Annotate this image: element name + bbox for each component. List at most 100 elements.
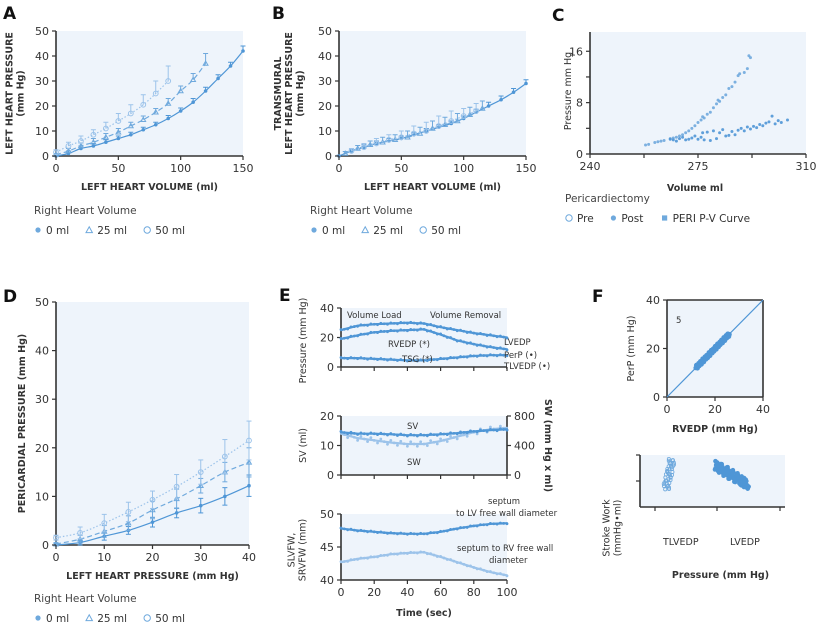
e3-slvfw-point bbox=[412, 532, 416, 536]
x-tick-label: 0 bbox=[664, 403, 671, 416]
y-tick-label: 40 bbox=[320, 574, 334, 587]
scatter-point bbox=[659, 139, 663, 143]
scatter-point bbox=[668, 478, 673, 483]
e1-tlvedp-point bbox=[366, 357, 369, 361]
scatter-point bbox=[724, 93, 728, 97]
e3-srvfw-point bbox=[485, 570, 489, 574]
e1-perp-point bbox=[469, 341, 472, 345]
marker-triangle bbox=[479, 105, 486, 111]
marker-open-circle bbox=[419, 226, 427, 234]
e1-perp-point bbox=[409, 327, 413, 331]
e1-perp-point bbox=[455, 339, 459, 343]
y-right-axis-label-e2: SW (mm Hg x ml) bbox=[542, 399, 553, 492]
y-tick-label: 20 bbox=[35, 442, 49, 455]
plot-area bbox=[339, 31, 526, 156]
y-tick-label: 10 bbox=[318, 125, 332, 138]
e1-perp-point bbox=[439, 332, 442, 336]
e3-slvfw-point bbox=[482, 523, 486, 527]
e3-srvfw-point bbox=[462, 562, 466, 566]
y-axis-label-f2-line: (mmHg•ml) bbox=[613, 500, 624, 557]
panel-label: C bbox=[552, 6, 564, 26]
scatter-point bbox=[764, 121, 768, 125]
e3-srvfw-point bbox=[449, 558, 452, 561]
e3-srvfw-point bbox=[482, 568, 486, 572]
e1-lvedp-point bbox=[376, 323, 379, 327]
e3-srvfw-point bbox=[475, 567, 479, 571]
e1-perp-point bbox=[489, 345, 492, 348]
scatter-point bbox=[718, 99, 722, 103]
scatter-point bbox=[730, 471, 735, 477]
x-tick-label: 40 bbox=[242, 551, 256, 564]
scatter-point bbox=[665, 468, 670, 473]
marker-triangle bbox=[361, 225, 370, 234]
e3-slvfw-point bbox=[452, 527, 456, 531]
e1-perp-point bbox=[399, 328, 403, 332]
scatter-point bbox=[666, 464, 671, 469]
e1-tlvedp-point bbox=[359, 356, 363, 360]
e3-srvfw-point bbox=[435, 555, 439, 558]
e1-perp-point bbox=[372, 330, 376, 334]
e2-sv-point bbox=[406, 434, 409, 438]
y-tick-label: 20 bbox=[320, 332, 334, 345]
e1-tlvedp-point bbox=[482, 354, 486, 357]
marker-open-circle bbox=[149, 496, 156, 503]
marker-triangle bbox=[177, 87, 184, 94]
y-axis-label-line: (mm Hg) bbox=[16, 70, 27, 117]
marker-open-circle bbox=[152, 90, 159, 97]
e3-slvfw-point bbox=[369, 529, 373, 533]
e1-lvedp-point bbox=[495, 335, 499, 339]
e2-sw-point bbox=[465, 434, 469, 438]
x-axis-label: LEFT HEART VOLUME (ml) bbox=[81, 182, 218, 193]
e2-sv-point bbox=[498, 427, 502, 431]
e1-tlvedp-point bbox=[362, 357, 366, 360]
scatter-point bbox=[776, 119, 780, 123]
e2-sv-point bbox=[459, 430, 462, 434]
e1-lvedp-point bbox=[422, 322, 426, 325]
e2-sw-point bbox=[346, 436, 350, 440]
scatter-point bbox=[711, 106, 715, 110]
marker-open-circle bbox=[348, 148, 355, 154]
y-axis-label-e3-line: SRVFW (mm) bbox=[298, 519, 309, 581]
e1-tlvedp-point bbox=[415, 359, 419, 363]
series-50-ml bbox=[348, 103, 480, 154]
e1-lvedp-point bbox=[346, 327, 350, 331]
e1-lvedp-point bbox=[392, 321, 396, 325]
x-tick-label: 40 bbox=[400, 586, 414, 599]
e3-srvfw-point bbox=[359, 556, 363, 560]
e1-tlvedp-point bbox=[435, 358, 439, 362]
e3-srvfw-point bbox=[339, 560, 343, 564]
marker-filled-circle bbox=[524, 81, 528, 86]
scatter-point bbox=[744, 482, 750, 488]
y-tick-label: 0 bbox=[42, 150, 49, 163]
e2-sw-point bbox=[432, 440, 436, 444]
y-tick-label: 50 bbox=[35, 25, 49, 38]
panel-label: E bbox=[279, 286, 291, 306]
scatter-point bbox=[758, 122, 762, 126]
e3-srvfw-point bbox=[342, 560, 346, 563]
e2-sv-point bbox=[482, 429, 486, 433]
e1-tlvedp-point bbox=[455, 356, 459, 360]
panel-f: F 0 20 40 0 20 40 5 RVEDP (mm Hg) PerP (mm Hg) TLV… bbox=[592, 287, 785, 581]
e3-srvfw-point bbox=[389, 552, 393, 556]
y-tick-label: 40 bbox=[35, 50, 49, 63]
e3-srvfw-point bbox=[455, 561, 459, 565]
e1-perp-point bbox=[492, 346, 496, 349]
legend-item-25-ml: 25 ml bbox=[85, 613, 127, 625]
y-tick-label: 50 bbox=[320, 508, 334, 521]
e1-perp-point bbox=[422, 327, 426, 331]
e2-sw-point bbox=[396, 443, 399, 447]
e1-lvedp-point bbox=[502, 335, 506, 339]
scatter-point bbox=[739, 126, 743, 130]
series-post bbox=[668, 114, 789, 143]
e2-sv-point bbox=[376, 433, 379, 437]
marker-open-circle bbox=[90, 131, 97, 138]
marker-filled-circle bbox=[241, 49, 245, 53]
e1-lvedp-point bbox=[342, 327, 346, 331]
y-axis-label: PERICARDIAL PRESSURE (mm Hg) bbox=[17, 334, 28, 513]
e1-lvedp-point bbox=[435, 325, 439, 329]
legend-item-25-ml: 25 ml bbox=[361, 225, 403, 237]
e2-sw-point bbox=[439, 437, 442, 441]
e3-srvfw-point bbox=[386, 553, 389, 557]
scatter-point bbox=[671, 138, 675, 142]
e3-slvfw-point bbox=[462, 526, 466, 529]
